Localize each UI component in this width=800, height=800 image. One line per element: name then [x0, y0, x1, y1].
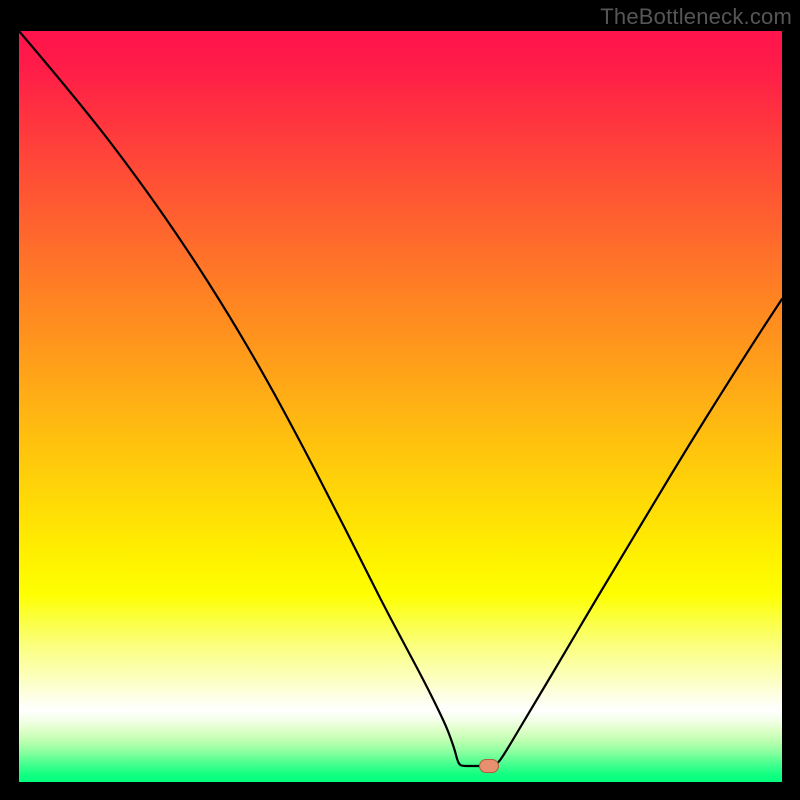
optimal-point-marker — [479, 759, 499, 773]
bottleneck-curve — [19, 31, 782, 782]
watermark-text: TheBottleneck.com — [600, 4, 792, 30]
chart-container: { "watermark": { "text": "TheBottleneck.… — [0, 0, 800, 800]
plot-area — [19, 31, 782, 782]
